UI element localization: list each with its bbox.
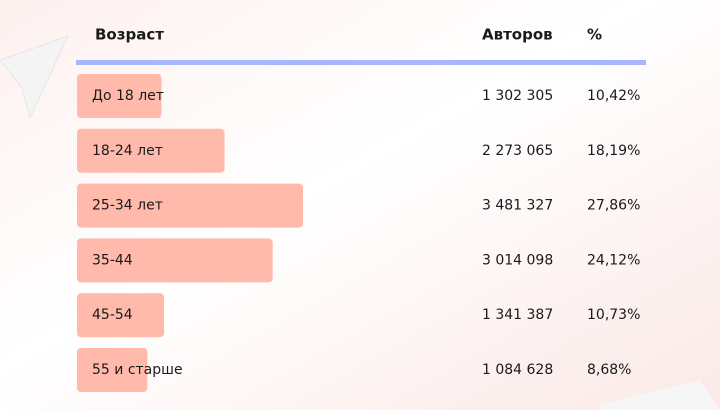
authors-value: 3 014 098: [482, 252, 553, 268]
authors-value: 1 341 387: [482, 307, 553, 323]
category-label: 45-54: [92, 307, 133, 323]
authors-value: 1 084 628: [482, 362, 553, 378]
category-label: До 18 лет: [92, 88, 164, 104]
category-label: 25-34 лет: [92, 198, 163, 214]
header-rule: [76, 60, 646, 65]
category-label: 35-44: [92, 252, 133, 268]
authors-value: 1 302 305: [482, 88, 553, 104]
bar: [77, 74, 162, 118]
percent-value: 18,19%: [587, 143, 640, 159]
bar: [77, 128, 225, 173]
authors-value: 3 481 327: [482, 198, 553, 214]
column-header: %: [587, 26, 602, 44]
column-header: Возраст: [95, 26, 164, 44]
paper-plane: [600, 380, 720, 410]
percent-value: 27,86%: [587, 198, 640, 214]
authors-value: 2 273 065: [482, 143, 553, 159]
bar: [77, 238, 273, 283]
bar: [77, 348, 148, 392]
percent-value: 10,73%: [587, 307, 640, 323]
bar: [77, 293, 165, 338]
category-label: 18-24 лет: [92, 143, 163, 159]
percent-value: 8,68%: [587, 362, 631, 378]
category-label: 55 и старше: [92, 362, 183, 378]
percent-value: 24,12%: [587, 252, 640, 268]
paper-plane: [0, 35, 69, 120]
bar: [77, 183, 303, 228]
column-header: Авторов: [482, 26, 553, 44]
percent-value: 10,42%: [587, 88, 640, 104]
